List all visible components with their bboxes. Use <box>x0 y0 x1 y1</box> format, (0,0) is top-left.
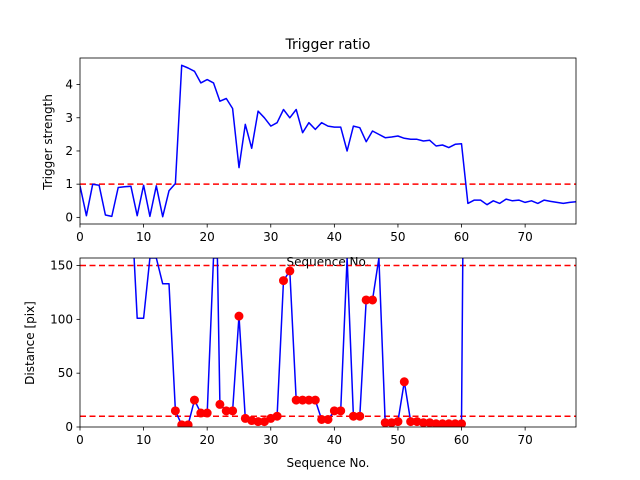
y-tick-label: 4 <box>65 78 73 92</box>
y-tick-label: 2 <box>65 144 73 158</box>
y-tick-label: 1 <box>65 177 73 191</box>
data-point <box>215 399 225 409</box>
x-tick-label: 60 <box>454 433 469 447</box>
data-point <box>368 295 378 305</box>
x-tick-label: 10 <box>136 433 151 447</box>
x-axis-label: Sequence No. <box>287 255 370 269</box>
y-tick-label: 0 <box>65 420 73 434</box>
x-tick-label: 10 <box>136 230 151 244</box>
data-point <box>399 377 409 387</box>
x-tick-label: 30 <box>263 433 278 447</box>
x-tick-label: 50 <box>390 230 405 244</box>
data-layer <box>80 64 576 218</box>
data-point <box>183 420 193 427</box>
data-layer <box>80 258 576 427</box>
x-tick-label: 70 <box>517 230 532 244</box>
x-tick-label: 50 <box>390 433 405 447</box>
x-tick-label: 0 <box>76 230 84 244</box>
x-tick-label: 40 <box>327 433 342 447</box>
x-tick-label: 60 <box>454 230 469 244</box>
y-axis-label: Distance [pix] <box>23 301 37 385</box>
plot-frame <box>79 57 577 225</box>
data-point <box>457 419 467 427</box>
chart-trigger-ratio: Trigger ratio 0 10 20 30 40 50 60 70 0 1 2 3 4 Seque… <box>41 37 577 269</box>
x-tick-label: 40 <box>327 230 342 244</box>
chart-distance: 0 10 20 30 40 50 60 70 0 50 100 150 Sequence No. Di… <box>23 257 577 470</box>
series-line <box>80 64 576 218</box>
y-tick-label: 0 <box>65 210 73 224</box>
data-point <box>323 414 333 424</box>
data-point <box>355 411 365 421</box>
data-point <box>228 406 238 416</box>
x-tick-label: 20 <box>200 230 215 244</box>
y-tick-label: 150 <box>50 259 73 273</box>
y-tick-label: 50 <box>58 366 73 380</box>
x-tick-label: 70 <box>517 433 532 447</box>
x-tick-label: 0 <box>76 433 84 447</box>
x-tick-label: 20 <box>200 433 215 447</box>
plot-area: 0 10 20 30 40 50 60 70 0 50 100 150 <box>50 257 577 447</box>
data-point <box>189 395 199 405</box>
data-point <box>202 408 212 418</box>
chart-title: Trigger ratio <box>284 37 370 53</box>
data-point <box>170 406 180 416</box>
data-point <box>310 395 320 405</box>
y-tick-label: 100 <box>50 312 73 326</box>
y-tick-label: 3 <box>65 111 73 125</box>
data-point <box>278 276 288 286</box>
data-point <box>272 411 282 421</box>
x-axis-label: Sequence No. <box>287 456 370 470</box>
data-point <box>234 311 244 321</box>
x-tick-label: 30 <box>263 230 278 244</box>
data-point <box>336 406 346 416</box>
data-point <box>285 266 295 276</box>
data-point <box>393 417 403 427</box>
y-axis-label: Trigger strength <box>41 94 55 191</box>
plot-area: 0 10 20 30 40 50 60 70 0 1 2 3 4 <box>65 57 577 244</box>
plot-frame <box>79 257 577 428</box>
